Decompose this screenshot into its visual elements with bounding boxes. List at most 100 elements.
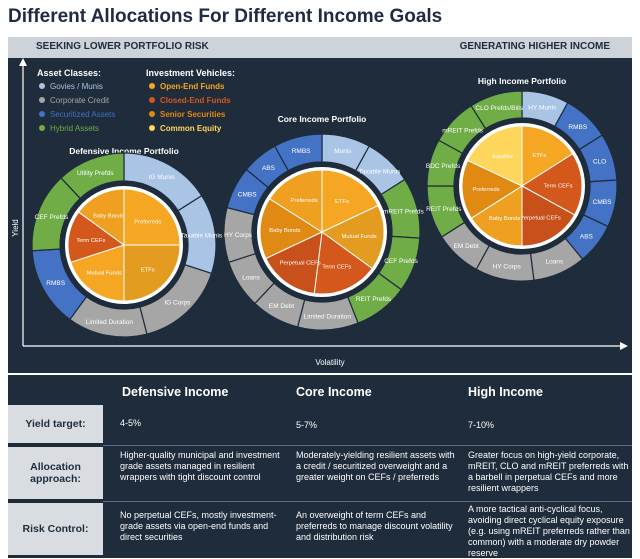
legend-dot xyxy=(149,83,155,89)
legend-dot xyxy=(39,125,45,131)
legend-dot xyxy=(149,125,155,131)
legend-asset-corporate-credit: Corporate Credit xyxy=(50,96,110,105)
inner-label-baby-bonds: Baby Bonds xyxy=(489,216,520,222)
legend-asset-securitized-assets: Securitized Assets xyxy=(50,110,115,119)
outer-label-mreit-prefds: mREIT Prefds xyxy=(383,209,424,216)
portfolio-core-income-portfolio: Munis Taxable Munis mREIT Prefds CEF Prefds… xyxy=(223,133,424,331)
outer-label-abs: ABS xyxy=(580,233,594,240)
legend-asset-govies-munis: Govies / Munis xyxy=(50,82,103,91)
row-divider xyxy=(103,501,632,502)
inner-slice-perpetual-cefs xyxy=(265,231,323,295)
topbar-left-label: SEEKING LOWER PORTFOLIO RISK xyxy=(36,41,209,52)
outer-label-taxable-munis: Taxable Munis xyxy=(359,168,401,175)
portfolio-defensive-income-portfolio: IG Munis Taxable Munis IG Corps Limited Dur… xyxy=(31,152,223,338)
outer-label-cmbs: CMBS xyxy=(238,191,257,198)
legend-dot xyxy=(39,97,45,103)
outer-label-em-debt: EM Debt xyxy=(454,243,479,250)
outer-label-loans: Loans xyxy=(546,258,564,265)
outer-label-reit-prefds: REIT Prefds xyxy=(356,296,392,303)
inner-label-etfs: ETFs xyxy=(141,267,155,273)
topbar-right-label: GENERATING HIGHER INCOME xyxy=(459,41,610,52)
outer-label-rmbs: RMBS xyxy=(46,280,65,287)
row-label-risk: Risk Control: xyxy=(8,503,103,555)
inner-slice-mutual-funds xyxy=(70,244,125,302)
inner-slice-preferreds xyxy=(123,188,181,246)
x-axis-arrow xyxy=(620,342,628,350)
legend-vehicle-open-end-funds: Open-End Funds xyxy=(160,82,225,91)
inner-slice-baby-bonds xyxy=(470,185,523,247)
inner-label-perpetual-cefs: Perpetual CEFs xyxy=(280,261,321,267)
chart-title-defensive: Defensive Income Portfolio xyxy=(69,146,179,156)
allocation-high: Greater focus on high-yield corporate, m… xyxy=(468,450,629,493)
outer-label-rmbs: RMBS xyxy=(292,148,311,155)
legend-vehicle-senior-securities: Senior Securities xyxy=(160,110,226,119)
outer-label-hy-corps: HY Corps xyxy=(493,264,522,271)
inner-label-mutual-funds: Mutual Funds xyxy=(341,234,376,240)
outer-slice-clo-prefds-bills xyxy=(470,90,523,130)
inner-label-etfs: ETFs xyxy=(532,153,546,159)
legend-dot xyxy=(149,111,155,117)
inner-label-mutual-funds: Mutual Funds xyxy=(87,271,122,277)
outer-label-hy-munis: HY Munis xyxy=(528,105,557,112)
inner-slice-etfs xyxy=(521,125,574,187)
outer-label-abs: ABS xyxy=(262,165,276,172)
yield-defensive: 4-5% xyxy=(120,418,142,428)
inner-slice-term-cefs xyxy=(67,211,126,263)
col-header-high: High Income xyxy=(468,385,544,399)
portfolio-high-income-portfolio: HY Munis RMBS CLO CMBS ABS Loans HY Corps EM De… xyxy=(426,90,618,282)
inner-label-term-cefs: Term CEFs xyxy=(76,238,105,244)
legend-asset-hybrid-assets: Hybrid Assets xyxy=(50,124,99,133)
outer-label-ig-munis: IG Munis xyxy=(149,174,176,181)
risk-income-bar: SEEKING LOWER PORTFOLIO RISK GENERATING … xyxy=(8,37,632,58)
outer-label-ig-corps: IG Corps xyxy=(164,299,191,306)
inner-slice-etfs xyxy=(321,169,379,233)
chart-title-core: Core Income Portfolio xyxy=(278,114,367,124)
inner-label-perpetual-cefs: Perpetual CEFs xyxy=(520,215,561,221)
inner-label-preferreds: Preferreds xyxy=(473,187,500,193)
col-header-core: Core Income xyxy=(296,385,372,399)
row-label-yield: Yield target: xyxy=(8,405,103,443)
outer-label-clo: CLO xyxy=(593,158,606,165)
outer-label-cef-prefds: CEF Prefds xyxy=(35,214,69,221)
asset-classes-title: Asset Classes: xyxy=(37,68,101,78)
legend-dot xyxy=(39,83,45,89)
risk-high: A more tactical anti-cyclical focus, avo… xyxy=(468,504,630,558)
inner-label-term-cefs: Term CEFs xyxy=(543,183,572,189)
inner-slice-term-cefs xyxy=(521,153,583,216)
inner-slice-perpetual-cefs xyxy=(521,185,576,247)
inner-slice-baby-bonds xyxy=(259,198,324,260)
outer-label-cmbs: CMBS xyxy=(593,199,612,206)
inner-label-term-cefs: Term CEFs xyxy=(322,265,351,271)
inner-slice-equities xyxy=(467,125,523,187)
risk-defensive: No perpetual CEFs, mostly investment-gra… xyxy=(120,510,277,542)
row-divider xyxy=(103,445,632,446)
vehicles-title: Investment Vehicles: xyxy=(146,68,235,78)
allocation-defensive: Higher-quality municipal and investment … xyxy=(120,450,280,482)
outer-label-munis: Munis xyxy=(334,148,352,155)
outer-label-clo-prefds-bills: CLO Prefds/Bills xyxy=(475,105,523,112)
outer-label-rmbs: RMBS xyxy=(568,124,587,131)
inner-label-baby-bonds: Baby Bonds xyxy=(93,214,124,220)
outer-slice-utility-prefds xyxy=(60,152,125,200)
row-label-allocation: Allocation approach: xyxy=(8,447,103,499)
x-axis-label: Volatility xyxy=(315,358,344,367)
outer-label-cef-prefds: CEF Prefds xyxy=(384,258,418,265)
legend-dot xyxy=(39,111,45,117)
yield-high: 7-10% xyxy=(468,420,495,430)
inner-slice-term-cefs xyxy=(313,231,373,295)
outer-label-bdc-prefds: BDC Prefds xyxy=(426,163,461,170)
legend-vehicle-closed-end-funds: Closed-End Funds xyxy=(160,96,231,105)
allocation-core: Moderately-yielding resilient assets wit… xyxy=(296,450,455,482)
outer-label-mreit-prefds: mREIT Prefds xyxy=(442,128,483,135)
inner-label-preferreds: Preferreds xyxy=(291,198,318,204)
legend-dot xyxy=(149,97,155,103)
outer-label-utility-prefds: Utility Prefds xyxy=(77,170,114,177)
inner-slice-mutual-funds xyxy=(321,204,385,270)
inner-slice-etfs xyxy=(123,244,181,302)
chart-title-high: High Income Portfolio xyxy=(478,76,566,86)
outer-label-taxable-munis: Taxable Munis xyxy=(181,233,223,240)
inner-slice-preferreds xyxy=(461,159,524,219)
inner-label-equities: Equities xyxy=(492,154,513,160)
